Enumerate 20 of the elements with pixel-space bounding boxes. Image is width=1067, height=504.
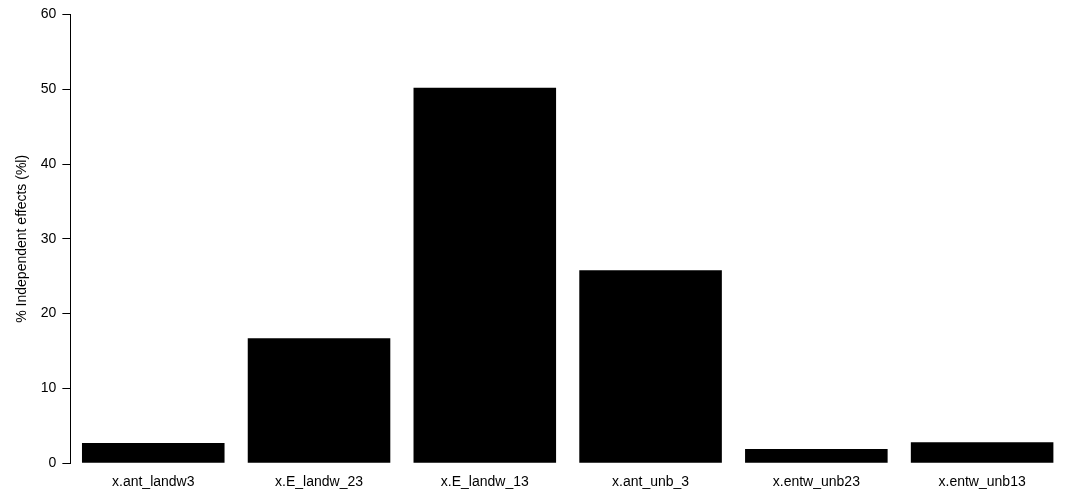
- bar: [413, 87, 557, 463]
- y-tick-label: 60: [40, 5, 57, 22]
- y-tick-label: 50: [40, 80, 57, 97]
- bar: [579, 270, 722, 463]
- x-tick-label: x.E_landw_23: [275, 473, 364, 490]
- bar: [910, 442, 1054, 463]
- bar: [247, 338, 391, 463]
- x-tick-label: x.ant_landw3: [112, 473, 195, 490]
- y-tick-label: 40: [40, 154, 57, 171]
- y-tick-label: 10: [40, 379, 57, 396]
- x-tick-label: x.entw_unb23: [772, 473, 861, 490]
- x-tick-label: x.ant_unb_3: [612, 473, 690, 490]
- bar: [745, 448, 888, 463]
- x-tick-label: x.E_landw_13: [440, 473, 529, 490]
- bar: [81, 443, 225, 463]
- x-tick-label: x.entw_unb13: [938, 473, 1026, 490]
- y-tick-label: 0: [48, 454, 57, 471]
- y-axis-title: % Independent effects (%l): [13, 154, 30, 323]
- y-tick-label: 20: [40, 304, 57, 321]
- y-tick-label: 30: [40, 229, 57, 246]
